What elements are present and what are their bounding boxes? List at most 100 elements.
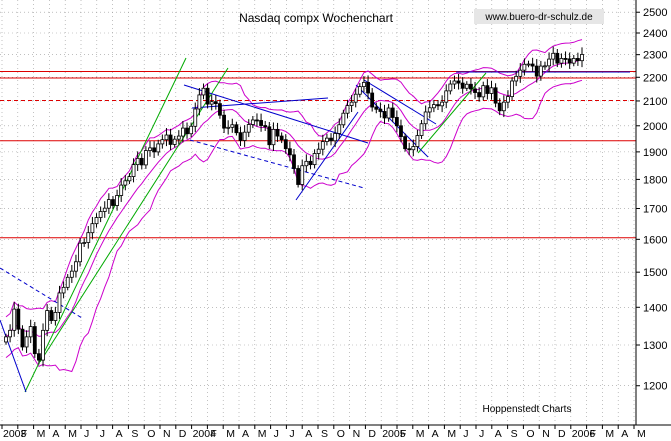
- candle-body: [102, 207, 107, 212]
- candle-body: [98, 211, 103, 218]
- x-tick-label: D: [558, 428, 566, 440]
- candle-body: [127, 176, 132, 182]
- trend-line-down: [191, 97, 329, 109]
- watermark-text: www.buero-dr-schulz.de: [484, 12, 593, 23]
- candle-body: [312, 153, 317, 166]
- candle-body: [349, 101, 354, 106]
- y-tick-label: 1800: [643, 174, 667, 186]
- candle-body: [255, 119, 259, 122]
- candle-body: [172, 138, 177, 145]
- candle-body: [49, 310, 54, 321]
- candle-body: [176, 135, 181, 140]
- candle-body: [135, 157, 140, 166]
- candle-body: [65, 276, 70, 288]
- candle-body: [464, 83, 469, 89]
- x-tick-label: J: [274, 428, 279, 440]
- x-tick-label: 2004: [193, 428, 217, 440]
- x-tick-label: M: [37, 428, 46, 440]
- candle-body: [160, 139, 165, 145]
- bollinger-upper: [5, 39, 583, 318]
- candle-body: [230, 124, 235, 128]
- candle-body: [411, 146, 416, 151]
- x-tick-label: A: [495, 428, 502, 440]
- candle-body: [431, 104, 436, 109]
- x-tick-label: 2006: [572, 428, 596, 440]
- candle-body: [300, 165, 305, 185]
- candle-body: [571, 58, 576, 64]
- candle-body: [559, 58, 564, 64]
- candle-body: [345, 105, 350, 114]
- trend-line-down: [189, 139, 365, 189]
- x-tick-label: N: [353, 428, 361, 440]
- candle-body: [538, 65, 543, 77]
- y-tick-label: 1600: [643, 234, 667, 246]
- x-tick-label: O: [147, 428, 155, 440]
- candle-body: [185, 127, 189, 135]
- x-tick-label: O: [526, 428, 534, 440]
- candle-body: [94, 217, 99, 225]
- y-tick-label: 1500: [643, 267, 667, 279]
- candle-body: [506, 96, 510, 103]
- candle-body: [143, 150, 148, 166]
- y-tick-label: 1900: [643, 147, 667, 159]
- candle-body: [292, 154, 296, 169]
- candle-body: [551, 52, 556, 60]
- y-tick-label: 1700: [643, 203, 667, 215]
- y-tick-label: 2400: [643, 28, 667, 40]
- candle-body: [485, 85, 490, 94]
- candle-body: [279, 135, 284, 141]
- candle-body: [20, 328, 25, 348]
- candle-body: [119, 184, 124, 196]
- candle-body: [156, 143, 161, 153]
- x-tick-label: A: [242, 428, 249, 440]
- candle-body: [366, 81, 370, 94]
- candle-body: [526, 63, 531, 66]
- candle-body: [74, 261, 78, 272]
- x-tick-label: D: [368, 428, 376, 440]
- candle-body: [69, 270, 74, 278]
- candle-body: [427, 107, 432, 113]
- candle-body: [399, 125, 403, 137]
- candle-body: [440, 101, 445, 107]
- x-tick-label: J: [463, 428, 468, 440]
- x-tick-label: 2003: [3, 428, 27, 440]
- candle-body: [316, 148, 321, 154]
- candle-body: [4, 336, 8, 343]
- x-tick-label: 2005: [382, 428, 406, 440]
- candle-body: [24, 336, 29, 348]
- candle-body: [436, 104, 440, 107]
- candle-body: [481, 85, 486, 98]
- candle-body: [329, 137, 333, 142]
- x-tick-label: J: [289, 428, 294, 440]
- x-tick-label: M: [416, 428, 425, 440]
- candle-body: [460, 82, 465, 89]
- candle-body: [139, 157, 144, 166]
- candle-body: [37, 353, 41, 361]
- y-tick-label: 2100: [643, 96, 667, 108]
- candle-body: [115, 195, 119, 206]
- candle-body: [448, 83, 453, 92]
- candle-body: [394, 117, 399, 127]
- y-tick-label: 2500: [643, 7, 667, 19]
- candle-body: [12, 308, 17, 331]
- candle-body: [201, 87, 206, 96]
- candle-body: [32, 326, 37, 355]
- x-tick-label: S: [511, 428, 518, 440]
- candle-body: [226, 126, 231, 129]
- x-tick-label: A: [432, 428, 439, 440]
- candle-body: [86, 232, 91, 243]
- x-tick-label: M: [447, 428, 456, 440]
- candle-body: [234, 124, 239, 134]
- candle-body: [263, 125, 268, 128]
- candle-body: [111, 199, 115, 206]
- candle-body: [378, 108, 383, 112]
- x-tick-label: N: [163, 428, 171, 440]
- candle-body: [575, 58, 580, 62]
- candle-body: [452, 80, 457, 85]
- candle-body: [8, 329, 13, 338]
- candle-body: [250, 119, 255, 125]
- candle-body: [493, 87, 498, 104]
- candle-body: [205, 87, 210, 105]
- trend-line-down: [0, 267, 83, 319]
